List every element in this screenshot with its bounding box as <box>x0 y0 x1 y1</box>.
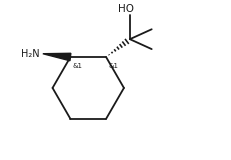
Text: &1: &1 <box>73 64 82 69</box>
Text: HO: HO <box>117 4 133 14</box>
Polygon shape <box>43 53 70 61</box>
Text: &1: &1 <box>108 64 118 69</box>
Text: H₂N: H₂N <box>21 49 40 59</box>
